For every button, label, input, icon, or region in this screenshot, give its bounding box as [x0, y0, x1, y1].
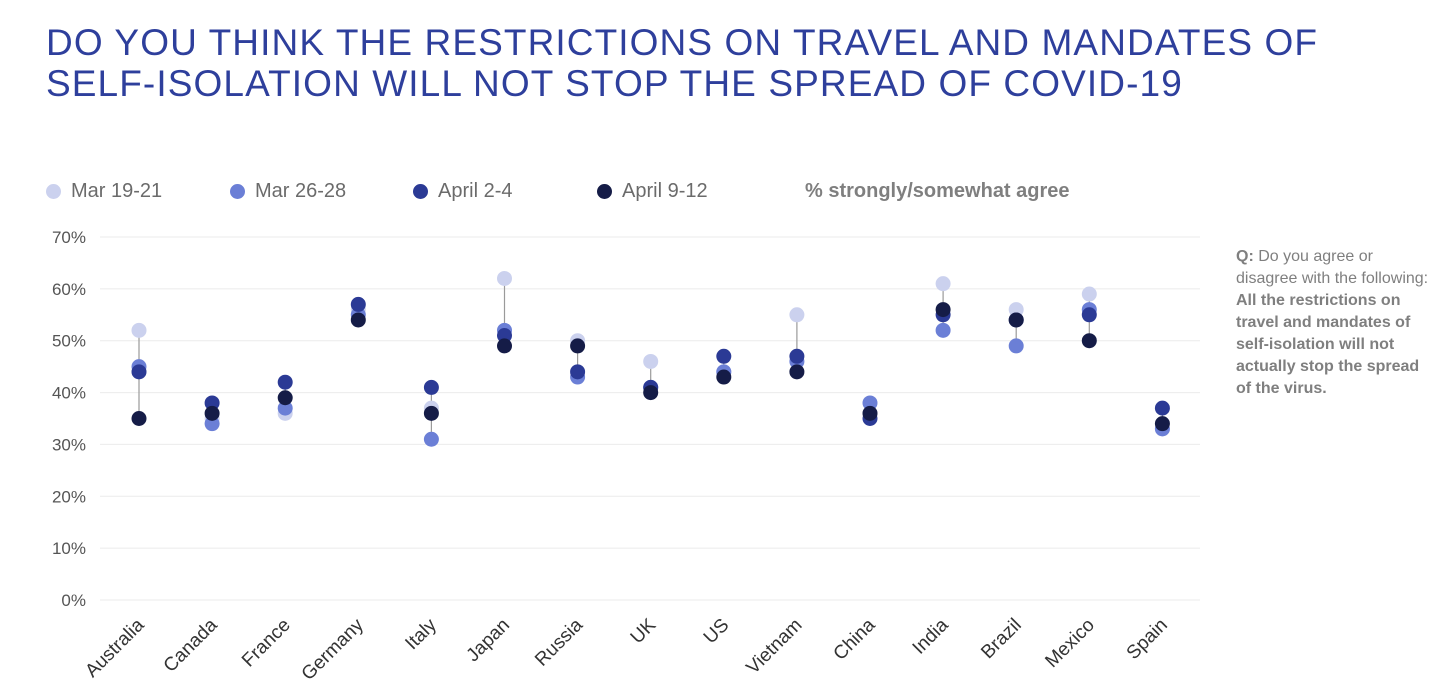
legend-marker-icon [230, 184, 245, 199]
y-tick-label: 10% [52, 539, 86, 558]
x-tick-label: Germany [298, 614, 368, 684]
data-point [131, 322, 147, 338]
data-point [350, 296, 366, 312]
data-point [350, 312, 366, 328]
question-note: Q: Do you agree or disagree with the fol… [1236, 246, 1436, 400]
x-tick-label: Vietnam [743, 615, 807, 679]
y-tick-label: 40% [52, 384, 86, 403]
data-point [131, 411, 147, 426]
x-tick-label: Spain [1123, 615, 1172, 664]
legend-label: Mar 26-28 [255, 180, 347, 202]
data-point [935, 276, 951, 292]
legend-label: April 9-12 [622, 180, 708, 202]
x-tick-label: Mexico [1041, 615, 1098, 672]
data-point [935, 302, 951, 318]
data-point [277, 374, 293, 390]
legend-label: Mar 19-21 [71, 180, 163, 202]
legend-note: % strongly/somewhat agree [805, 180, 1070, 202]
data-point [643, 385, 659, 401]
y-tick-label: 50% [52, 332, 86, 351]
data-point [423, 431, 439, 447]
question-text: Do you agree or disagree with the follow… [1236, 248, 1429, 287]
legend-marker-icon [597, 184, 612, 199]
data-point [1154, 400, 1170, 416]
x-tick-label: Japan [463, 615, 514, 666]
data-point [789, 307, 805, 323]
data-point [789, 364, 805, 380]
x-tick-label: Canada [160, 614, 222, 676]
data-point [643, 353, 659, 369]
data-point [204, 405, 220, 421]
x-tick-label: Russia [531, 614, 587, 670]
x-tick-label: India [909, 614, 953, 658]
legend: Mar 19-21 Mar 26-28 April 2-4 April 9-12… [46, 180, 1146, 206]
data-point [789, 348, 805, 364]
data-point [1008, 338, 1024, 354]
data-point [935, 322, 951, 338]
chart-title-line-2: SELF-ISOLATION WILL NOT STOP THE SPREAD … [46, 63, 1183, 104]
data-point [423, 405, 439, 421]
y-tick-label: 30% [52, 435, 86, 454]
x-tick-label: France [238, 615, 295, 672]
legend-item-april-9-12: April 9-12 [597, 180, 708, 203]
x-tick-label: Italy [401, 614, 441, 654]
data-point [570, 364, 586, 380]
data-point [570, 338, 586, 354]
x-tick-label: UK [627, 614, 661, 648]
data-point [862, 405, 878, 421]
legend-label: April 2-4 [438, 180, 513, 202]
data-point [1008, 302, 1024, 318]
data-point [862, 395, 878, 411]
data-point [1081, 333, 1097, 349]
data-point [716, 348, 732, 364]
data-point [204, 395, 220, 411]
y-tick-label: 0% [61, 591, 86, 610]
x-tick-label: Brazil [977, 615, 1025, 663]
legend-item-mar-19-21: Mar 19-21 [46, 180, 162, 203]
data-point [497, 328, 512, 344]
legend-marker-icon [46, 184, 61, 199]
data-point [204, 416, 220, 432]
data-point [277, 400, 293, 416]
legend-item-mar-26-28: Mar 26-28 [230, 180, 346, 203]
data-point [497, 270, 512, 286]
chart-title-line-1: DO YOU THINK THE RESTRICTIONS ON TRAVEL … [46, 22, 1319, 63]
legend-marker-icon [413, 184, 428, 199]
data-point [1081, 286, 1097, 302]
data-point [1154, 416, 1170, 432]
data-point [1008, 312, 1024, 328]
x-tick-label: US [700, 615, 734, 649]
question-label: Q: [1236, 248, 1254, 265]
question-statement: All the restrictions on travel and manda… [1236, 292, 1420, 397]
y-tick-label: 20% [52, 487, 86, 506]
data-point [423, 379, 439, 395]
data-point [716, 369, 732, 385]
legend-item-april-2-4: April 2-4 [413, 180, 512, 203]
data-point [131, 364, 147, 380]
data-point [1081, 307, 1097, 323]
data-point [277, 390, 293, 406]
y-tick-label: 70% [52, 228, 86, 247]
x-tick-label: China [830, 614, 880, 664]
chart-title: DO YOU THINK THE RESTRICTIONS ON TRAVEL … [46, 22, 1426, 104]
data-point [497, 338, 512, 354]
x-tick-label: Australia [81, 614, 148, 681]
y-tick-label: 60% [52, 280, 86, 299]
